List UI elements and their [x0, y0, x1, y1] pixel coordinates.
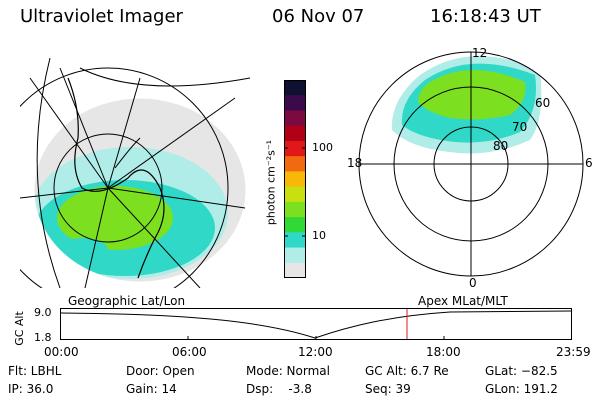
time-tick-2359: 23:59 [556, 345, 591, 359]
apex-map-title: Apex MLat/MLT [418, 294, 508, 308]
mlat-label-80: 80 [493, 139, 509, 153]
altitude-axis-label: GC Alt [12, 311, 26, 346]
mlt-label-6: 6 [585, 156, 593, 170]
intensity-colorbar [284, 80, 306, 278]
geographic-map-title: Geographic Lat/Lon [68, 294, 186, 308]
status-filter: Flt: LBHL [8, 364, 62, 378]
altitude-timeline-plot [60, 308, 572, 340]
mlat-label-70: 70 [512, 120, 528, 134]
polar-mlat-mlt-plot [358, 51, 584, 277]
time-tick-0600: 06:00 [172, 345, 207, 359]
colorbar-band [284, 95, 306, 111]
colorbar-band [284, 110, 306, 127]
status-glat: GLat: −82.5 [485, 364, 558, 378]
status-mode: Mode: Normal [246, 364, 330, 378]
mlat-label-60: 60 [535, 96, 551, 110]
colorbar-band [284, 217, 306, 233]
colorbar-band [284, 80, 306, 96]
time-tick-1200: 12:00 [298, 345, 333, 359]
colorbar-band [284, 156, 306, 172]
status-seq: Seq: 39 [365, 382, 411, 396]
colorbar-tick-100: 100 [312, 141, 333, 154]
time-tick-1800: 18:00 [426, 345, 461, 359]
mlt-label-0: 0 [469, 276, 477, 290]
time-tick-0000: 00:00 [44, 345, 79, 359]
colorbar-band [284, 262, 306, 278]
status-gc-alt: GC Alt: 6.7 Re [365, 364, 449, 378]
status-ip: IP: 36.0 [8, 382, 54, 396]
colorbar-band [284, 232, 306, 249]
colorbar-band [284, 247, 306, 264]
colorbar-band [284, 186, 306, 203]
mlt-label-18: 18 [347, 156, 363, 170]
colorbar-band [284, 201, 306, 218]
altitude-tick-1-8: 1.8 [34, 331, 52, 344]
colorbar-band [284, 171, 306, 188]
status-door: Door: Open [126, 364, 195, 378]
altitude-tick-9: 9.0 [34, 306, 52, 319]
observation-date: 06 Nov 07 [272, 6, 365, 27]
colorbar-band [284, 125, 306, 142]
status-glon: GLon: 191.2 [485, 382, 558, 396]
colorbar-tick-10: 10 [312, 229, 326, 242]
instrument-title: Ultraviolet Imager [20, 6, 183, 27]
status-gain: Gain: 14 [126, 382, 177, 396]
mlt-label-12: 12 [472, 46, 488, 60]
geographic-auroral-image [20, 57, 251, 288]
colorbar-band [284, 140, 306, 157]
observation-time: 16:18:43 UT [430, 6, 541, 27]
colorbar-unit-label: photon cm⁻²s⁻¹ [264, 139, 278, 226]
status-dsp: Dsp: -3.8 [246, 382, 312, 396]
